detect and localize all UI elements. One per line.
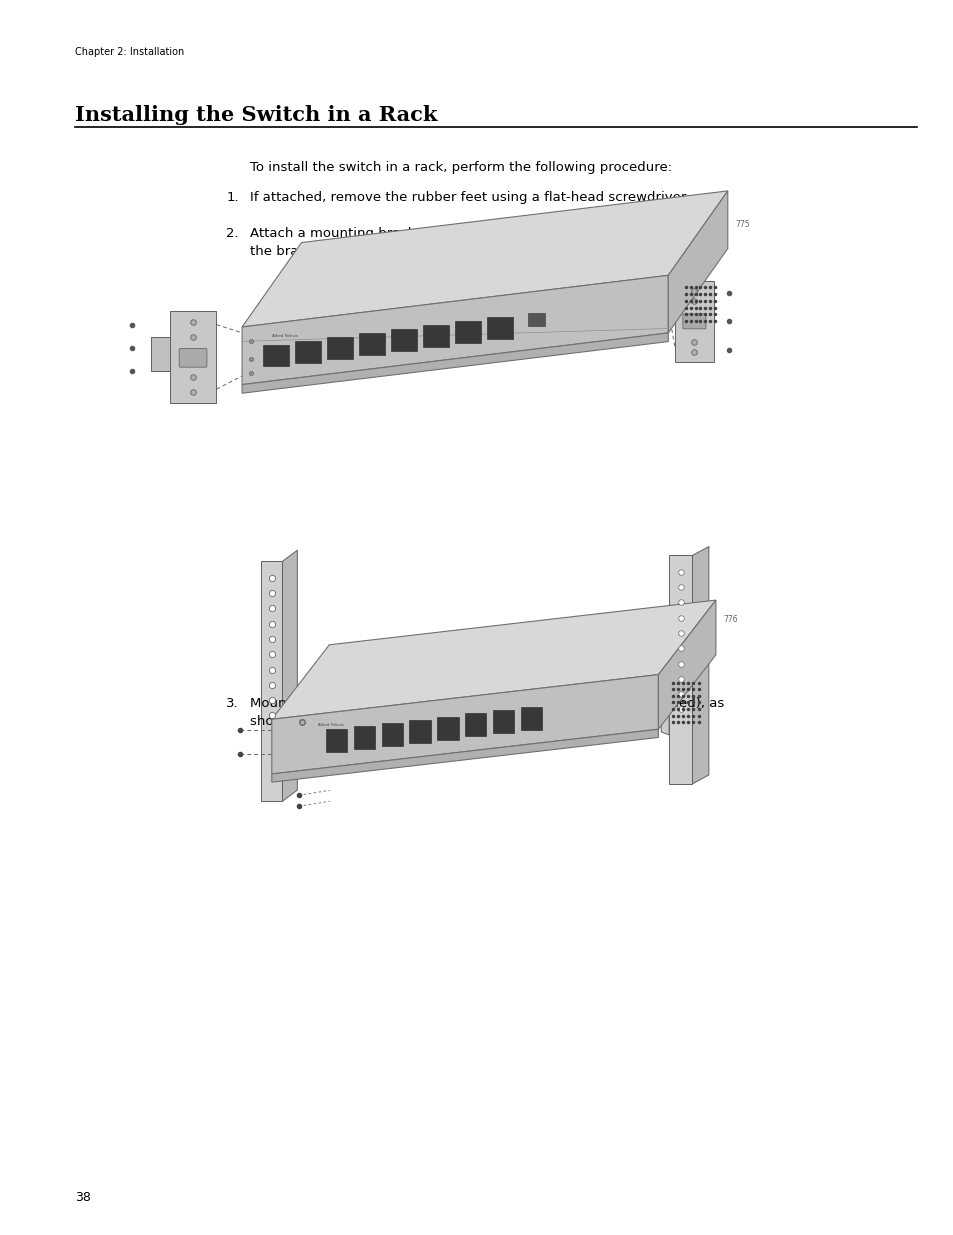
Polygon shape (326, 730, 347, 752)
Text: Installing the Switch in a Rack: Installing the Switch in a Rack (75, 105, 437, 125)
Text: 1.: 1. (226, 190, 239, 204)
Polygon shape (282, 715, 321, 776)
Polygon shape (455, 321, 480, 343)
Polygon shape (381, 722, 402, 746)
Polygon shape (272, 729, 658, 782)
Polygon shape (692, 546, 708, 784)
Text: 776: 776 (723, 615, 738, 624)
Text: Figure 8. Attaching the Mounting Brackets: Figure 8. Attaching the Mounting Bracket… (336, 661, 617, 673)
Polygon shape (261, 562, 282, 802)
Text: If attached, remove the rubber feet using a flat-head screwdriver.: If attached, remove the rubber feet usin… (250, 190, 689, 204)
Polygon shape (295, 341, 320, 363)
Polygon shape (465, 714, 486, 736)
FancyBboxPatch shape (291, 740, 312, 751)
Text: the bracket mounting screws (provided), as shown Figure 8.: the bracket mounting screws (provided), … (250, 246, 649, 258)
Polygon shape (520, 706, 541, 730)
Polygon shape (436, 716, 458, 740)
FancyBboxPatch shape (179, 348, 207, 367)
Polygon shape (423, 325, 448, 347)
Polygon shape (493, 710, 514, 734)
Polygon shape (487, 317, 512, 340)
Polygon shape (170, 311, 216, 403)
Text: To install the switch in a rack, perform the following procedure:: To install the switch in a rack, perform… (250, 162, 672, 174)
Text: 775: 775 (735, 220, 750, 228)
Polygon shape (668, 191, 727, 333)
Polygon shape (242, 275, 668, 384)
FancyBboxPatch shape (682, 314, 705, 329)
Text: 38: 38 (75, 1191, 91, 1204)
Polygon shape (668, 556, 692, 784)
Text: Attach a mounting bracket (provided) to each side of the switch using: Attach a mounting bracket (provided) to … (250, 227, 718, 241)
Polygon shape (242, 333, 668, 393)
Polygon shape (263, 345, 289, 367)
Polygon shape (327, 337, 353, 358)
Polygon shape (409, 720, 430, 742)
Polygon shape (359, 333, 384, 354)
Text: Chapter 2: Installation: Chapter 2: Installation (75, 47, 184, 57)
Text: 3.: 3. (226, 698, 239, 710)
Polygon shape (282, 551, 297, 802)
Polygon shape (658, 600, 715, 729)
Text: Mount the switch on a 19-inch rack using the screws (not provided), as: Mount the switch on a 19-inch rack using… (250, 698, 723, 710)
Polygon shape (675, 282, 713, 362)
Text: Allied Telesis: Allied Telesis (318, 722, 344, 727)
Polygon shape (242, 191, 727, 327)
Polygon shape (354, 726, 375, 750)
Text: Allied Telesis: Allied Telesis (272, 333, 297, 337)
Text: 2.: 2. (226, 227, 239, 241)
Polygon shape (660, 672, 668, 735)
Polygon shape (391, 329, 416, 351)
Polygon shape (527, 312, 544, 326)
Polygon shape (151, 337, 170, 372)
Polygon shape (272, 600, 715, 719)
Polygon shape (272, 674, 658, 774)
Text: shown in Figure 9.: shown in Figure 9. (250, 715, 371, 729)
